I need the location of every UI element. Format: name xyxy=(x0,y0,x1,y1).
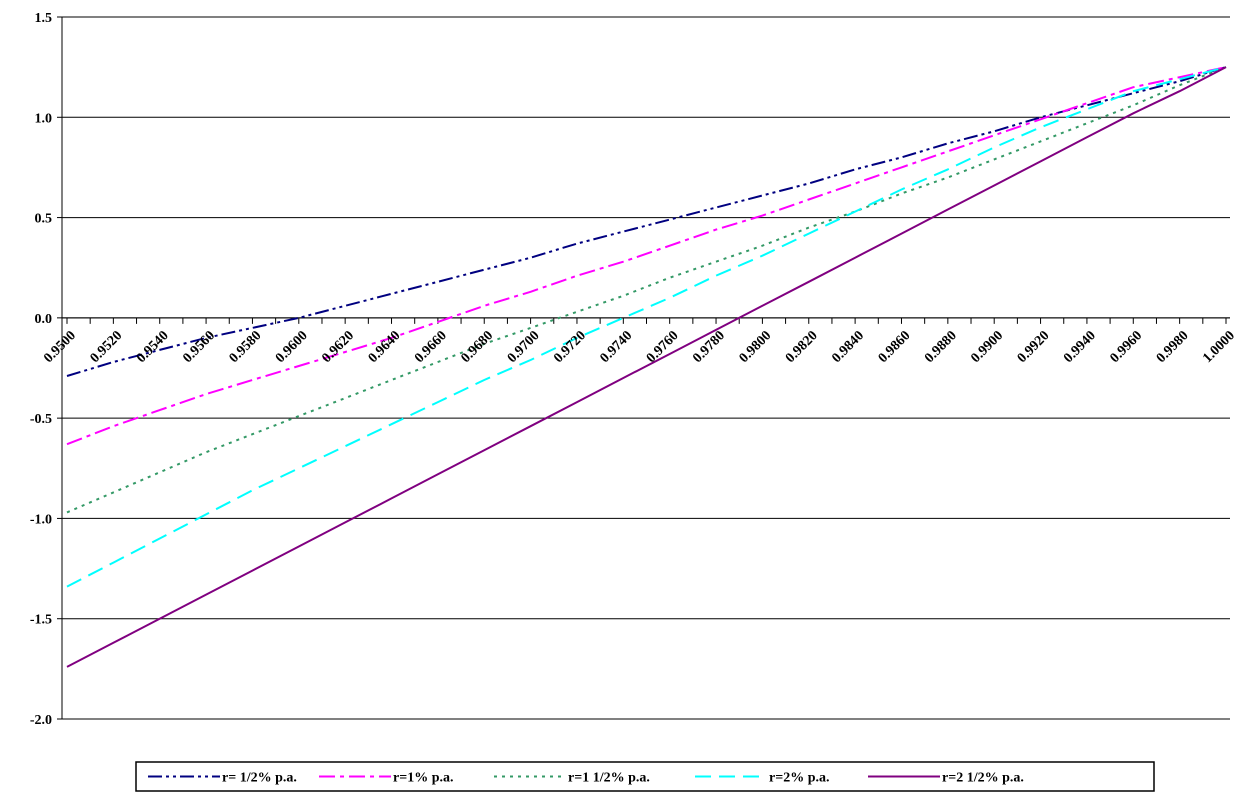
y-tick-label: 1.0 xyxy=(35,111,53,126)
y-tick-label: -1.5 xyxy=(30,613,52,628)
x-tick-label: 0.9740 xyxy=(598,328,636,366)
legend-label-5: r=2 1/2% p.a. xyxy=(942,771,1024,786)
y-tick-label: -2.0 xyxy=(30,713,52,728)
axes xyxy=(57,16,1230,720)
x-tick-label: 0.9760 xyxy=(644,328,682,366)
x-tick-label: 0.9660 xyxy=(412,328,450,366)
x-tick-label: 1.0000 xyxy=(1200,328,1235,366)
y-tick-label: 0.5 xyxy=(35,212,53,227)
legend-box xyxy=(135,761,1155,792)
x-tick-label: 0.9560 xyxy=(180,328,218,366)
x-tick-label: 0.9860 xyxy=(876,328,914,366)
series-lines xyxy=(66,66,1227,668)
legend-label-1: r= 1/2% p.a. xyxy=(222,771,297,786)
x-tick-label: 0.9640 xyxy=(366,328,404,366)
series-line-2 xyxy=(66,66,1227,446)
x-tick-label: 0.9880 xyxy=(922,328,960,366)
x-tick-label: 0.9940 xyxy=(1061,328,1099,366)
x-tick-label: 0.9500 xyxy=(41,328,79,366)
legend-label-3: r=1 1/2% p.a. xyxy=(568,771,650,786)
legend-label-4: r=2% p.a. xyxy=(769,771,829,786)
x-tick-label: 0.9820 xyxy=(783,328,821,366)
series-line-5 xyxy=(66,66,1227,668)
x-tick-label: 0.9840 xyxy=(829,328,867,366)
x-tick-labels: 0.9500 0.9520 0.9540 0.9560 0.9580 0.9600 0.96… xyxy=(41,328,1235,366)
x-tick-label: 0.9680 xyxy=(458,328,496,366)
y-tick-label: -0.5 xyxy=(30,412,52,427)
series-line-3 xyxy=(66,66,1227,514)
legend-label-2: r=1% p.a. xyxy=(393,771,453,786)
y-tick-labels: 1.5 1.0 0.5 0.0 -0.5 -1.0 -1.5 -2.0 xyxy=(30,11,52,728)
legend: r= 1/2% p.a. r=1% p.a. r=1 1/2% p.a. r=2% p… xyxy=(135,761,1155,792)
x-tick-label: 0.9720 xyxy=(551,328,589,366)
x-tick-label: 0.9620 xyxy=(319,328,357,366)
series-line-1 xyxy=(66,66,1227,377)
x-tick-label: 0.9580 xyxy=(227,328,265,366)
y-tick-label: 0.0 xyxy=(35,312,53,327)
x-tick-label: 0.9700 xyxy=(505,328,543,366)
y-tick-label: 1.5 xyxy=(35,11,53,26)
x-tick-label: 0.9960 xyxy=(1107,328,1145,366)
x-tick-label: 0.9980 xyxy=(1154,328,1192,366)
x-tick-label: 0.9600 xyxy=(273,328,311,366)
y-tick-label: -1.0 xyxy=(30,512,52,527)
x-tick-label: 0.9920 xyxy=(1015,328,1053,366)
series-line-4 xyxy=(66,66,1227,588)
x-tick-label: 0.9520 xyxy=(88,328,126,366)
x-tick-label: 0.9800 xyxy=(737,328,775,366)
x-tick-label: 0.9900 xyxy=(968,328,1006,366)
